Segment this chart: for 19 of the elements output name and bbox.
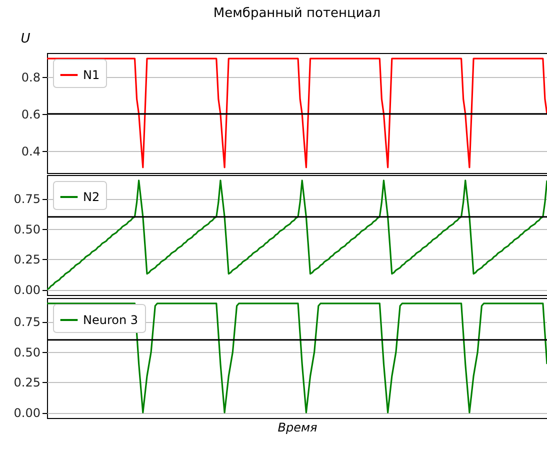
y-tick-label: 0.75 [14,315,40,330]
y-tick-label: 0.6 [21,107,40,122]
y-tick-label: 0.4 [21,144,40,158]
x-axis-title: Время [278,420,318,434]
line-series [47,180,547,290]
chart-title: Мембранный потенциал [213,6,381,21]
y-tick-label: 0.50 [14,345,40,360]
y-tick-label: 0.00 [14,283,40,298]
y-tick-label: 0.25 [14,376,40,390]
y-tick-label: 0.50 [14,222,40,236]
y-tick-label: 0.25 [14,252,40,267]
y-tick-label: 0.00 [14,406,40,420]
legend-label: N2 [83,190,100,204]
line-series [47,302,547,414]
y-axis-title: U [20,32,31,46]
legend-label: N1 [83,68,100,82]
y-tick-label: 0.8 [21,70,40,84]
y-tick-label: 0.75 [14,192,40,206]
legend-label: Neuron 3 [83,313,138,327]
